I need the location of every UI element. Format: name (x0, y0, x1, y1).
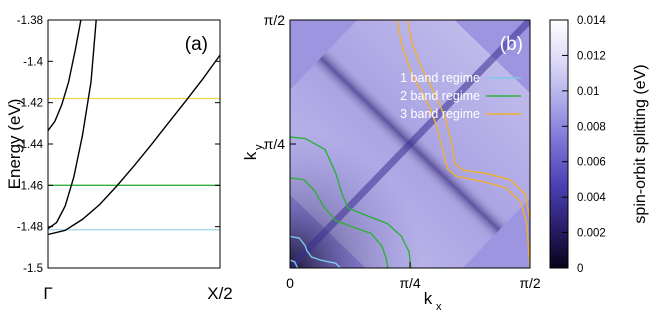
contour-2 (290, 136, 412, 268)
b-xtick-label-0: 0 (286, 275, 294, 291)
cbar-tick-label-5: 0.01 (577, 86, 599, 98)
panel-b-x-axis: 0 π/4 π/2 (286, 262, 541, 291)
panel-a-x-axis: Γ X/2 (43, 284, 232, 303)
cbar-tick-label-2: 0.004 (577, 192, 606, 204)
panel-a-label: (a) (185, 34, 208, 55)
a-ytick-label-0: -1.5 (23, 263, 43, 275)
x-axis-label-sub: x (436, 301, 442, 313)
heatmap (290, 20, 530, 268)
a-ytick-label-2: -1.46 (17, 180, 43, 192)
panel-b-x-axis-label: k x (424, 289, 442, 313)
cbar-tick-label-0: 0 (577, 263, 583, 275)
colorbar-label: spin-orbit splitting (eV) (632, 64, 649, 223)
colorbar-fill (549, 19, 569, 269)
b-ytick-label-0: π/4 (264, 136, 286, 152)
panel-b-contours (290, 20, 530, 268)
panel-b-legend: 1 band regime 2 band regime 3 band regime (400, 71, 521, 121)
legend-label-2: 3 band regime (400, 107, 480, 121)
a-ytick-label-1: -1.48 (17, 222, 43, 234)
a-ytick-label-3: -1.44 (17, 139, 44, 151)
panel-a: -1.5 -1.48 -1.46 -1.44 -1.42 -1.4 -1.38 Γ X/2 E… (5, 15, 233, 303)
b-ytick-label-1: π/2 (264, 12, 286, 28)
cbar-tick-label-4: 0.008 (577, 121, 606, 133)
y-axis-label-sub: y (253, 144, 265, 150)
a-xtick-label-1: X/2 (207, 284, 233, 303)
y-axis-label-k: k (241, 151, 260, 160)
a-ytick-label-4: -1.42 (17, 98, 43, 110)
legend-label-1: 2 band regime (400, 89, 480, 103)
colorbar: 0 0.002 0.004 0.006 0.008 0.01 0.012 0.014 spin… (549, 15, 649, 275)
panel-a-regime-lines (48, 97, 220, 231)
contour-5 (406, 20, 530, 221)
cbar-tick-label-6: 0.012 (577, 50, 606, 62)
contour-3 (290, 177, 389, 268)
energy-band-1 (48, 20, 97, 230)
contour-4 (396, 20, 530, 268)
a-ytick-label-5: -1.4 (23, 56, 43, 68)
b-xtick-label-2: π/2 (519, 275, 541, 291)
panel-a-energy-bands (48, 20, 220, 236)
a-xtick-label-0: Γ (43, 284, 52, 303)
energy-band-0 (48, 54, 220, 236)
panel-a-y-axis-label: Energy (eV) (5, 99, 24, 190)
panel-b-y-axis: π/4 π/2 (264, 12, 296, 152)
b-xtick-label-1: π/4 (399, 275, 421, 291)
x-axis-label-k: k (424, 289, 433, 308)
contour-1 (290, 259, 299, 268)
panel-b: 0 π/4 π/2 π/4 π/2 k x k y (b) 1 band regime… (241, 12, 541, 313)
cbar-tick-label-7: 0.014 (577, 15, 606, 27)
colorbar-ticks: 0 0.002 0.004 0.006 0.008 0.01 0.012 0.014 (562, 15, 606, 275)
panel-b-label: (b) (500, 34, 523, 55)
a-ytick-label-6: -1.38 (17, 15, 43, 27)
contour-0 (290, 235, 341, 268)
panel-a-y-axis: -1.5 -1.48 -1.46 -1.44 -1.42 -1.4 -1.38 (17, 15, 220, 275)
energy-band-2 (48, 20, 82, 132)
panel-b-y-axis-label: k y (241, 144, 265, 160)
cbar-tick-label-3: 0.006 (577, 157, 606, 169)
heatmap-diagonal-minimum (290, 20, 530, 268)
cbar-tick-label-1: 0.002 (577, 228, 606, 240)
legend-label-0: 1 band regime (400, 71, 480, 85)
